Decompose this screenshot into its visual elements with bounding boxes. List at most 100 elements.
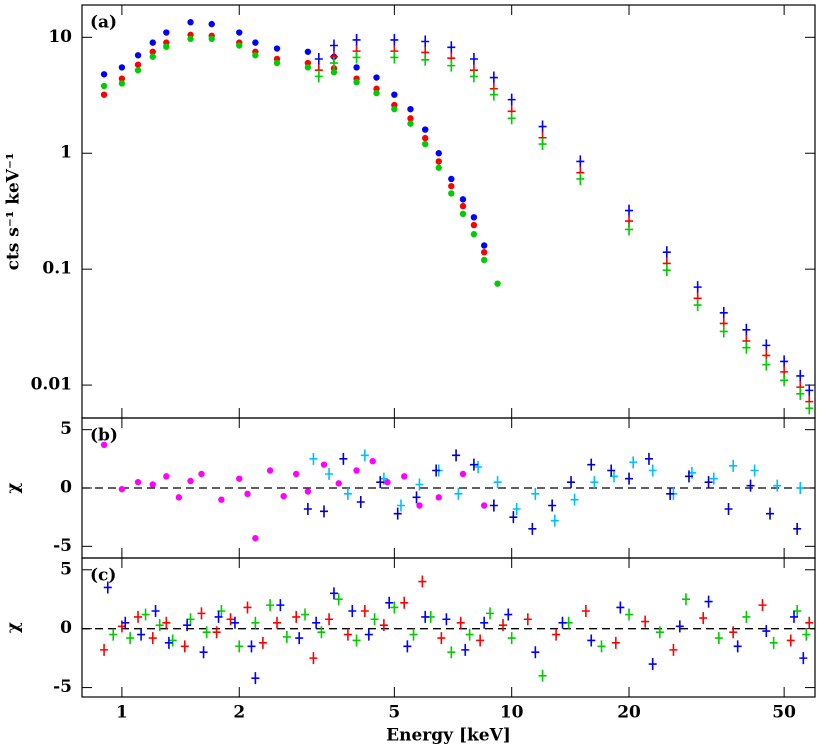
data-point <box>616 601 625 614</box>
data-point <box>435 158 442 165</box>
data-point <box>415 478 424 491</box>
data-point <box>295 632 304 645</box>
data-point <box>396 499 405 512</box>
data-point <box>236 42 243 49</box>
data-point <box>512 503 521 515</box>
data-point <box>587 634 596 647</box>
data-point <box>309 652 318 665</box>
data-point <box>758 599 767 612</box>
data-point <box>480 242 488 249</box>
data-point <box>805 616 814 629</box>
data-point <box>625 223 634 236</box>
x-tick-label: 20 <box>617 703 641 723</box>
data-point <box>202 626 211 639</box>
data-point <box>390 33 399 46</box>
data-point <box>118 64 126 71</box>
data-point <box>339 452 348 465</box>
data-point <box>353 79 360 86</box>
data-point <box>442 613 451 626</box>
data-point <box>704 595 713 608</box>
data-point <box>421 53 430 66</box>
data-point <box>236 475 243 482</box>
data-point <box>282 630 291 643</box>
y-tick-label: 5 <box>60 419 72 439</box>
data-point <box>418 575 427 588</box>
data-point <box>162 616 171 629</box>
y-tick-label: -5 <box>53 536 72 556</box>
data-point <box>531 487 540 500</box>
x-tick-label: 5 <box>388 703 400 723</box>
data-point <box>325 613 334 626</box>
data-point <box>243 601 252 614</box>
data-point <box>662 246 671 259</box>
data-point <box>421 35 430 48</box>
data-point <box>421 610 430 623</box>
data-point <box>432 464 441 477</box>
data-point <box>729 459 738 472</box>
data-point <box>597 640 606 653</box>
data-point <box>244 490 251 498</box>
data-point <box>469 458 478 471</box>
data-point <box>343 628 352 641</box>
data-point <box>733 640 742 653</box>
data-point <box>280 492 287 500</box>
data-point <box>480 256 488 264</box>
data-point <box>796 482 805 494</box>
data-point <box>523 613 532 626</box>
data-point <box>252 52 259 59</box>
y-tick-label: 5 <box>60 559 72 579</box>
data-point <box>448 190 455 197</box>
data-point <box>435 494 442 501</box>
data-point <box>266 599 275 612</box>
data-point <box>390 601 399 614</box>
data-point <box>729 626 738 639</box>
panel-label: (a) <box>90 13 117 33</box>
data-point <box>168 634 177 647</box>
panel-frame <box>81 557 816 698</box>
data-point <box>489 88 498 101</box>
data-point <box>373 85 380 92</box>
data-point <box>675 620 684 633</box>
data-point <box>180 640 189 653</box>
data-point <box>100 91 108 98</box>
data-point <box>391 105 398 113</box>
data-point <box>292 470 300 478</box>
data-point <box>348 605 357 618</box>
data-point <box>134 67 142 74</box>
data-point <box>693 299 702 312</box>
data-point <box>118 75 126 82</box>
data-point <box>470 221 478 229</box>
data-point <box>391 91 398 98</box>
data-point <box>780 374 789 387</box>
data-point <box>802 628 811 641</box>
data-point <box>742 610 751 623</box>
data-point <box>352 634 361 647</box>
data-point <box>118 485 126 493</box>
x-tick-label: 50 <box>772 703 796 723</box>
data-point <box>292 610 301 623</box>
data-point <box>151 605 160 618</box>
data-point <box>353 64 360 71</box>
data-point <box>625 204 634 217</box>
data-point <box>412 491 421 504</box>
data-point <box>304 59 312 67</box>
y-tick-label: 1 <box>60 143 72 163</box>
data-point <box>766 507 775 520</box>
data-point <box>379 619 388 632</box>
data-point <box>655 626 664 639</box>
data-point <box>149 53 156 60</box>
y-tick-label: 0.01 <box>31 375 72 395</box>
data-point <box>499 619 508 632</box>
data-point <box>648 658 657 671</box>
data-point <box>335 480 342 487</box>
data-point <box>762 625 771 638</box>
data-point <box>247 640 256 653</box>
data-point <box>134 61 142 68</box>
y-tick-label: -5 <box>53 677 72 697</box>
data-point <box>581 605 590 618</box>
data-point <box>100 643 109 656</box>
data-point <box>459 202 467 210</box>
data-point <box>163 43 170 50</box>
data-point <box>437 632 446 645</box>
